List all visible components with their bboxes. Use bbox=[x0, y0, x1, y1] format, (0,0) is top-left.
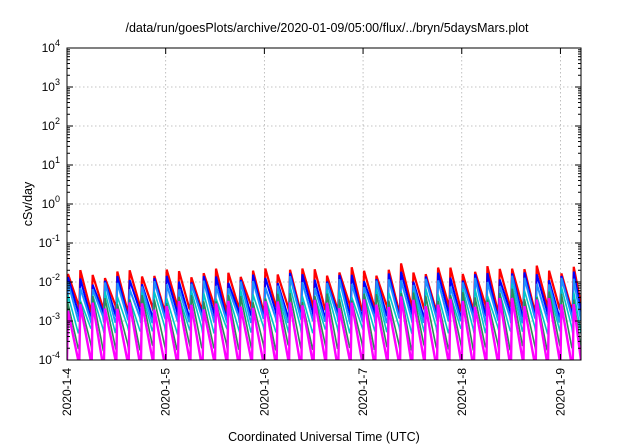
x-tick-label: 2020-1-8 bbox=[455, 368, 469, 416]
y-tick-label: 103 bbox=[42, 77, 60, 94]
y-tick-label: 101 bbox=[42, 155, 60, 172]
series-group bbox=[67, 263, 581, 360]
y-tick-label: 102 bbox=[42, 116, 60, 133]
x-ticks: 2020-1-4 2020-1-5 2020-1-6 2020-1-7 2020-1-8… bbox=[60, 48, 567, 416]
y-tick-label: 10-3 bbox=[39, 311, 60, 328]
chart-title: /data/run/goesPlots/archive/2020-01-09/0… bbox=[125, 21, 529, 35]
y-tick-label: 104 bbox=[42, 38, 60, 55]
y-tick-label: 10-1 bbox=[39, 233, 60, 250]
x-tick-label: 2020-1-9 bbox=[553, 368, 567, 416]
y-ticks: 10-4 10-3 10-2 10-1 100 101 102 103 104 bbox=[39, 38, 581, 367]
x-tick-label: 2020-1-6 bbox=[257, 368, 271, 416]
y-tick-label: 10-2 bbox=[39, 272, 60, 289]
x-tick-label: 2020-1-7 bbox=[356, 368, 370, 416]
y-axis-label: cSv/day bbox=[21, 181, 35, 226]
y-tick-label: 100 bbox=[42, 194, 60, 211]
x-axis-label: Coordinated Universal Time (UTC) bbox=[228, 430, 420, 444]
x-tick-label: 2020-1-4 bbox=[60, 368, 74, 416]
x-tick-label: 2020-1-5 bbox=[159, 368, 173, 416]
y-tick-label: 10-4 bbox=[39, 350, 60, 367]
